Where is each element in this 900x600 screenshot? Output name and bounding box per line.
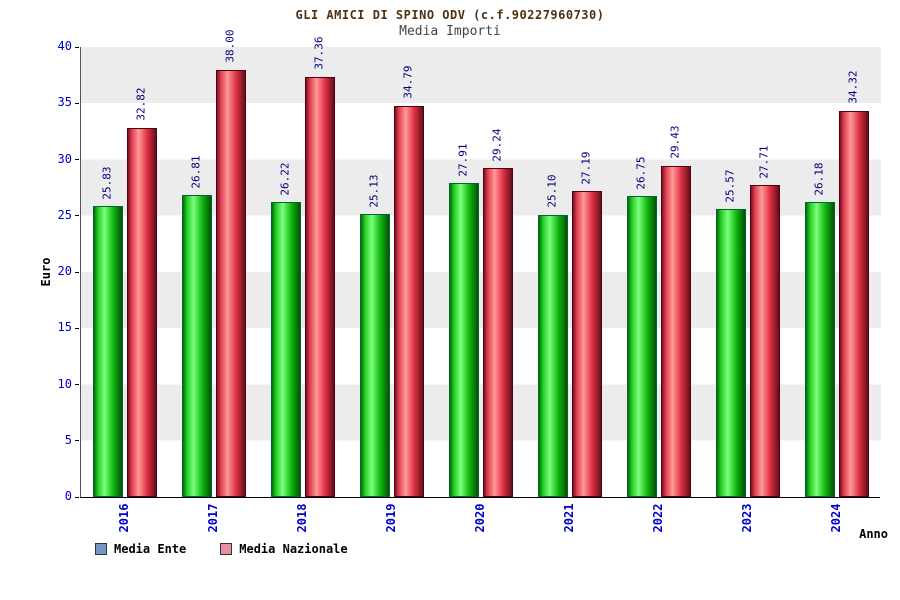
- x-tick-label-2016: 2016: [117, 503, 132, 533]
- bar-value-label: 26.18: [812, 162, 826, 196]
- y-tick-label: 15: [57, 320, 72, 335]
- bar-media-nazionale-2019: [394, 105, 425, 497]
- bar-value-label: 27.91: [456, 142, 470, 177]
- x-axis-title: Anno: [859, 527, 888, 541]
- bar-value-label: 26.22: [278, 161, 292, 196]
- bar-value-label: 34.79: [401, 65, 415, 99]
- y-tick-mark: [75, 496, 79, 498]
- legend-swatch-media-nazionale-icon: [220, 543, 233, 555]
- y-tick-label: 20: [57, 264, 72, 278]
- bar-media-ente-2017: [182, 195, 213, 497]
- legend-item-media-ente: Media Ente: [95, 542, 186, 556]
- x-tick-label-2019: 2019: [384, 503, 399, 533]
- bar-value-label: 26.75: [634, 156, 648, 190]
- y-tick-mark: [75, 271, 79, 273]
- bar-media-ente-2022: [626, 196, 657, 497]
- bar-media-ente-2016: [93, 206, 124, 497]
- bar-value-label: 29.43: [668, 125, 682, 159]
- y-tick-mark: [75, 102, 79, 104]
- x-tick-label-2024: 2024: [828, 503, 843, 533]
- bar-media-nazionale-2023: [749, 185, 780, 497]
- x-tick-label-2023: 2023: [739, 503, 754, 533]
- y-tick-label: 40: [57, 39, 72, 53]
- bar-value-label: 25.57: [723, 169, 737, 203]
- legend-item-media-nazionale: Media Nazionale: [220, 542, 348, 556]
- bar-media-nazionale-2017: [216, 69, 247, 497]
- y-tick-mark: [75, 215, 79, 217]
- y-tick-mark: [75, 327, 79, 329]
- y-tick-label: 0: [64, 489, 72, 503]
- y-tick-label: 25: [57, 207, 72, 222]
- bar-value-label: 25.83: [100, 166, 114, 200]
- bar-value-label: 37.36: [312, 36, 326, 70]
- bar-value-label: 34.32: [846, 70, 860, 104]
- bar-value-label: 25.13: [367, 174, 381, 208]
- bar-value-label: 32.82: [134, 87, 148, 121]
- bar-media-nazionale-2024: [838, 110, 869, 497]
- bar-media-ente-2020: [449, 183, 479, 497]
- bar-media-ente-2023: [715, 209, 746, 497]
- bar-value-label: 27.19: [579, 151, 593, 185]
- bar-media-nazionale-2021: [571, 191, 602, 497]
- y-tick-label: 10: [57, 376, 72, 391]
- plot-area: [80, 47, 881, 497]
- bar-media-ente-2019: [360, 214, 391, 497]
- bar-value-label: 38.00: [223, 29, 237, 63]
- bar-value-label: 29.24: [490, 127, 504, 162]
- bar-value-label: 26.81: [189, 155, 203, 189]
- bar-media-ente-2018: [271, 202, 302, 497]
- y-tick-mark: [75, 46, 79, 48]
- y-tick-label: 30: [57, 151, 72, 166]
- bar-media-ente-2021: [537, 214, 568, 497]
- chart-subtitle: Media Importi: [399, 24, 501, 39]
- bar-media-nazionale-2020: [483, 168, 513, 497]
- legend-swatch-media-ente-icon: [95, 543, 107, 555]
- legend-label-media-ente: Media Ente: [114, 542, 187, 556]
- x-axis-line: [80, 497, 880, 498]
- bar-media-nazionale-2016: [127, 127, 158, 497]
- legend-label-media-nazionale: Media Nazionale: [239, 542, 348, 556]
- y-tick-label: 35: [57, 95, 72, 110]
- x-tick-label-2017: 2017: [206, 503, 221, 533]
- bar-value-label: 25.10: [545, 174, 559, 208]
- x-tick-label-2022: 2022: [650, 503, 665, 533]
- y-tick-mark: [75, 159, 79, 160]
- y-tick-mark: [75, 384, 79, 385]
- y-tick-label: 5: [64, 432, 72, 447]
- chart-title: GLI AMICI DI SPINO ODV (c.f.90227960730): [295, 8, 605, 22]
- bar-value-label: 27.71: [757, 145, 771, 179]
- x-tick-label-2020: 2020: [473, 503, 487, 533]
- bar-media-nazionale-2018: [305, 76, 336, 497]
- legend: Media Ente Media Nazionale: [95, 542, 348, 556]
- bar-media-nazionale-2022: [660, 165, 691, 497]
- bar-media-ente-2024: [804, 202, 835, 497]
- x-tick-label-2018: 2018: [295, 503, 310, 533]
- y-tick-mark: [75, 440, 79, 442]
- x-tick-label-2021: 2021: [561, 503, 576, 533]
